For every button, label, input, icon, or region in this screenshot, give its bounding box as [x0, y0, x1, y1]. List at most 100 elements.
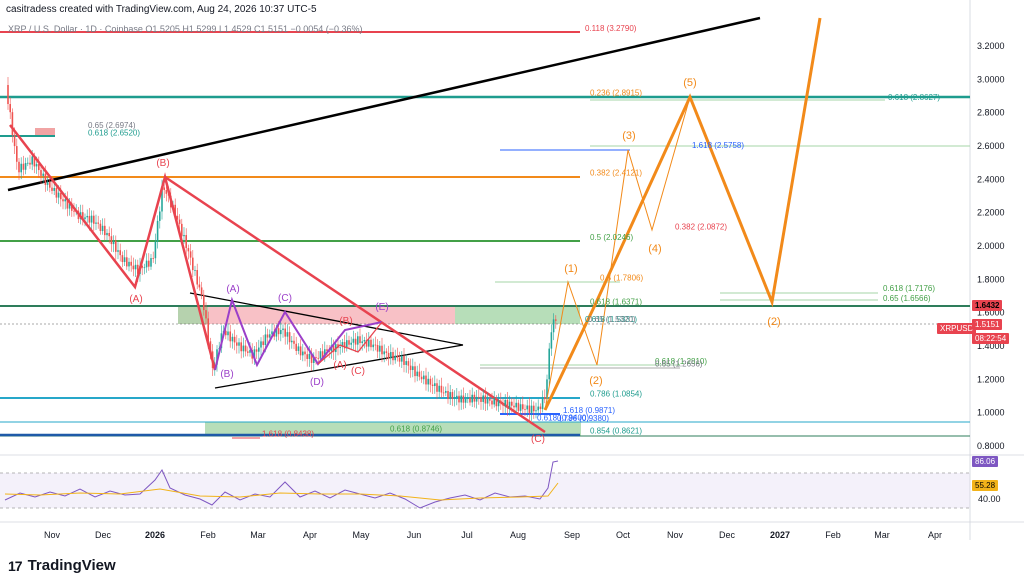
y-tick-label: 2.2000: [977, 208, 1005, 218]
candle-body: [29, 162, 31, 165]
candle-body: [163, 187, 165, 191]
candle-body: [205, 310, 207, 319]
candle-body: [295, 343, 297, 351]
candle-body: [508, 401, 511, 408]
candle-body: [275, 328, 278, 337]
fib-label: 0.65 (1.5320): [588, 315, 636, 324]
candle-body: [258, 347, 260, 352]
candle-body: [475, 396, 478, 402]
candle-body: [385, 351, 388, 353]
candle-body: [339, 346, 341, 348]
candle-body: [284, 328, 286, 337]
countdown-tag: 08:22:54: [972, 333, 1010, 344]
candle-body: [192, 257, 194, 271]
candle-body: [482, 395, 484, 402]
candle-body: [493, 398, 495, 405]
candle-body: [198, 284, 201, 288]
x-tick-label: Sep: [564, 530, 580, 540]
candle-body: [178, 219, 181, 224]
candle-body: [271, 331, 273, 335]
candle-body: [484, 395, 487, 404]
wave-label: (A): [333, 360, 346, 371]
box-red-small: [35, 128, 55, 136]
x-tick-label: Nov: [667, 530, 684, 540]
candle-body: [145, 260, 148, 268]
wave-label: (C): [351, 366, 365, 377]
demand-box-green: [205, 422, 581, 436]
fib-label: 1.618 (0.8438): [262, 430, 314, 439]
candle-body: [544, 397, 546, 400]
candle-body: [299, 346, 302, 356]
candle-body: [449, 392, 451, 399]
tradingview-logo-icon: 17: [8, 557, 23, 574]
candle-body: [64, 199, 66, 202]
candle-body: [207, 318, 209, 342]
candle-body: [372, 344, 374, 348]
candle-body: [55, 187, 58, 198]
candle-body: [104, 225, 106, 236]
candle-body: [9, 104, 11, 113]
candle-body: [249, 350, 251, 353]
candle-body: [277, 328, 280, 335]
symbol-line: XRP / U.S. Dollar · 1D · Coinbase O1.520…: [8, 24, 363, 34]
fib-label: 0.5 (2.0246): [590, 233, 633, 242]
rsi-value-tag: 86.06: [972, 456, 999, 467]
candle-body: [264, 334, 267, 346]
candle-body: [398, 357, 401, 362]
x-tick-label: Nov: [44, 530, 61, 540]
candle-body: [497, 400, 500, 407]
candle-body: [262, 341, 264, 346]
candle-body: [326, 349, 328, 352]
y-tick-label: 2.6000: [977, 141, 1005, 151]
tradingview-logo-text: TradingView: [27, 557, 116, 574]
x-tick-label: 2026: [145, 530, 165, 540]
candle-body: [343, 342, 346, 349]
candle-body: [480, 397, 482, 402]
candle-body: [423, 375, 425, 380]
candle-body: [379, 345, 381, 352]
candle-body: [447, 390, 449, 399]
candle-body: [526, 405, 528, 410]
candle-body: [269, 334, 271, 338]
fib-label: 1.618 (2.5758): [692, 141, 744, 150]
candle-body: [288, 332, 291, 343]
candle-body: [108, 232, 110, 237]
candle-body: [310, 353, 313, 363]
candle-body: [539, 406, 542, 410]
candle-body: [495, 398, 498, 407]
candle-body: [128, 261, 130, 267]
fib-label: 0.65 (1.6566): [883, 294, 931, 303]
candle-body: [148, 260, 150, 267]
candle-body: [297, 346, 300, 351]
candle-body: [425, 375, 427, 385]
candle-body: [132, 265, 135, 270]
candle-body: [302, 351, 304, 356]
candle-body: [418, 371, 421, 377]
fib-label: 0.5 (1.7806): [600, 274, 643, 283]
candle-body: [66, 199, 69, 209]
candle-body: [227, 331, 229, 336]
candle-body: [537, 406, 539, 411]
candle-body: [434, 383, 436, 387]
tradingview-logo[interactable]: 17 TradingView: [8, 557, 116, 574]
purple-wave-path: [214, 296, 383, 371]
candle-body: [255, 349, 258, 352]
wave-label: (C): [531, 434, 545, 445]
candle-body: [552, 319, 555, 333]
fib-label: 0.786 (1.0854): [590, 389, 642, 398]
candle-body: [187, 248, 190, 252]
candle-body: [286, 332, 289, 337]
symbol-tag: XRPUSD: [937, 323, 977, 334]
candle-body: [436, 383, 438, 392]
candle-body: [35, 164, 38, 167]
candle-body: [126, 257, 128, 267]
candle-body: [110, 236, 113, 245]
candle-body: [13, 134, 16, 147]
candle-body: [176, 215, 179, 220]
candle-body: [97, 222, 99, 224]
candle-body: [346, 340, 348, 349]
candle-body: [403, 355, 405, 365]
candle-body: [376, 345, 379, 352]
candle-body: [390, 352, 392, 359]
